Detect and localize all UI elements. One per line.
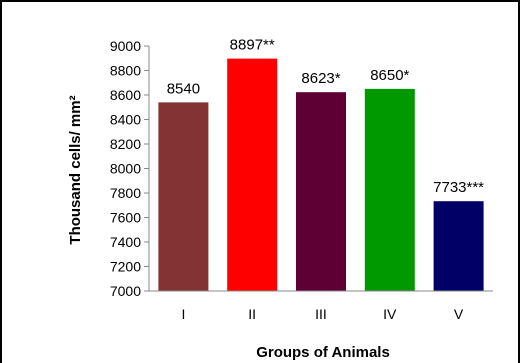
x-category-label: V: [454, 306, 464, 322]
x-category-label: I: [181, 306, 185, 322]
y-tick-label: 8600: [110, 87, 141, 103]
bar-i: [158, 102, 209, 291]
data-labels: 8540 8897** 8623* 8650* 7733***: [167, 37, 484, 197]
x-axis-category-labels: I II III IV V: [181, 306, 463, 322]
data-label: 8623*: [301, 70, 340, 87]
y-tick-label: 7400: [110, 234, 141, 250]
bar-ii: [227, 58, 278, 292]
y-tick-label: 9000: [110, 38, 141, 54]
x-category-label: III: [315, 306, 327, 322]
y-tick-label: 7800: [110, 185, 141, 201]
data-label: 8650*: [370, 67, 409, 84]
x-category-label: II: [248, 306, 256, 322]
y-axis-ticks: 7000 7200 7400 7600 7800 8000 8200 8400 8600 8800…: [110, 38, 149, 299]
data-label: 8540: [167, 80, 200, 97]
bar-v: [433, 201, 484, 291]
y-tick-label: 8400: [110, 112, 141, 128]
bars: [158, 58, 484, 292]
bar-iii: [296, 92, 346, 292]
x-axis-title: Groups of Animals: [256, 344, 390, 361]
data-label: 7733***: [433, 179, 484, 196]
y-tick-label: 8200: [110, 136, 141, 152]
y-tick-label: 8800: [110, 63, 141, 79]
x-category-label: IV: [383, 306, 397, 322]
y-axis-title: Thousand cells/ mm²: [67, 95, 84, 244]
y-tick-label: 7000: [110, 283, 141, 299]
bar-iv: [364, 88, 415, 291]
y-tick-label: 7600: [110, 210, 141, 226]
y-tick-label: 7200: [110, 259, 141, 275]
y-tick-label: 8000: [110, 161, 141, 177]
data-label: 8897**: [230, 37, 275, 54]
